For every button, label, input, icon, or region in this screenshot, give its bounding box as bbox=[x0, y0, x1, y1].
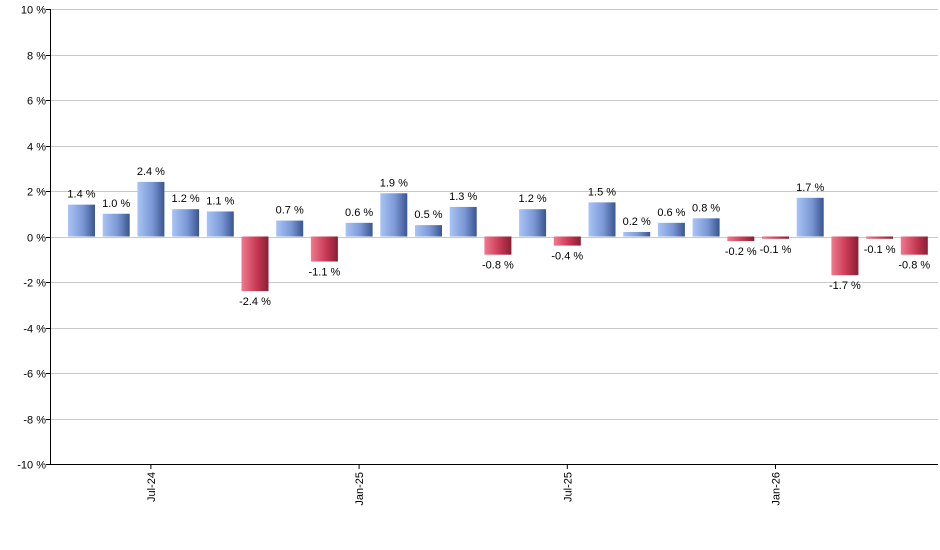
data-label: -0.8 % bbox=[482, 260, 514, 272]
data-label: 1.2 % bbox=[519, 193, 547, 205]
y-tick-label: 10 % bbox=[21, 5, 46, 17]
data-label: -1.7 % bbox=[829, 280, 861, 292]
labels: 10 % 8 % 6 % 4 % 2 % 0 % -2 % -4 % -6 % -8 % -10 %… bbox=[17, 5, 930, 506]
bar bbox=[310, 236, 338, 262]
data-label: -0.2 % bbox=[725, 246, 757, 258]
bar bbox=[692, 218, 720, 237]
data-label: 0.7 % bbox=[276, 205, 304, 217]
bar bbox=[657, 222, 685, 237]
axes bbox=[46, 9, 938, 469]
bar bbox=[727, 236, 755, 242]
data-label: 0.2 % bbox=[623, 216, 651, 228]
bar bbox=[137, 181, 165, 237]
y-tick-label: 8 % bbox=[27, 51, 46, 63]
y-tick-label: -8 % bbox=[23, 415, 46, 427]
y-tick-label: -6 % bbox=[23, 369, 46, 381]
data-label: 2.4 % bbox=[137, 166, 165, 178]
bar bbox=[380, 193, 408, 237]
data-label: 1.1 % bbox=[206, 195, 234, 207]
data-label: 1.4 % bbox=[67, 189, 95, 201]
data-label: 1.2 % bbox=[172, 193, 200, 205]
bar bbox=[206, 211, 234, 237]
bar bbox=[831, 236, 859, 276]
data-label: 0.5 % bbox=[414, 209, 442, 221]
bar bbox=[68, 204, 95, 237]
data-label: 1.0 % bbox=[102, 198, 130, 210]
data-label: -0.1 % bbox=[760, 244, 792, 256]
x-tick-label: Jul-25 bbox=[562, 472, 574, 502]
data-label: -0.4 % bbox=[551, 251, 583, 263]
y-tick-label: 4 % bbox=[27, 142, 46, 154]
bar bbox=[102, 213, 130, 237]
y-tick-label: 2 % bbox=[27, 187, 46, 199]
y-tick-label: -4 % bbox=[23, 324, 46, 336]
data-label: 0.6 % bbox=[345, 207, 373, 219]
data-label: 0.8 % bbox=[692, 202, 720, 214]
data-label: 1.5 % bbox=[588, 186, 616, 198]
bar bbox=[762, 236, 789, 239]
bar bbox=[588, 202, 616, 237]
data-label: -0.1 % bbox=[864, 244, 896, 256]
bar bbox=[172, 209, 200, 237]
bar bbox=[484, 236, 512, 255]
y-tick-label: 0 % bbox=[27, 233, 46, 245]
x-tick-label: Jan-26 bbox=[771, 472, 783, 506]
bar bbox=[241, 236, 269, 292]
bar bbox=[519, 209, 547, 237]
bars bbox=[68, 181, 928, 292]
data-label: 1.3 % bbox=[449, 191, 477, 203]
bar bbox=[623, 231, 651, 237]
bar bbox=[553, 236, 581, 246]
data-label: 1.7 % bbox=[796, 182, 824, 194]
y-tick-label: -10 % bbox=[17, 460, 46, 472]
y-tick-label: 6 % bbox=[27, 96, 46, 108]
x-tick-label: Jan-25 bbox=[354, 472, 366, 506]
data-label: 1.9 % bbox=[380, 177, 408, 189]
x-tick-label: Jul-24 bbox=[146, 472, 158, 502]
bar bbox=[900, 236, 928, 255]
data-label: -1.1 % bbox=[309, 267, 341, 279]
bar bbox=[345, 222, 373, 237]
y-tick-label: -2 % bbox=[23, 278, 46, 290]
bar bbox=[449, 206, 477, 237]
data-label: -2.4 % bbox=[239, 296, 271, 308]
bar bbox=[796, 197, 824, 237]
bar bbox=[276, 220, 304, 237]
data-label: 0.6 % bbox=[657, 207, 685, 219]
bar bbox=[415, 225, 442, 237]
data-label: -0.8 % bbox=[898, 260, 930, 272]
bar bbox=[866, 236, 894, 239]
